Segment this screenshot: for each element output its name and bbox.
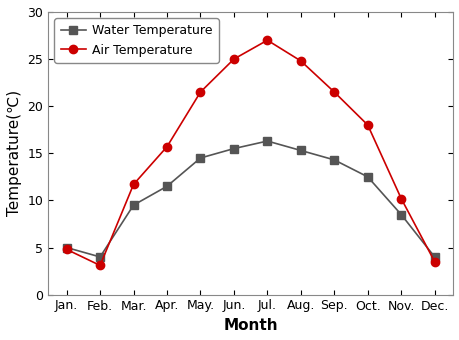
Water Temperature — [130, 203, 136, 207]
Water Temperature — [264, 139, 269, 143]
Air Temperature — [97, 264, 103, 268]
Air Temperature — [164, 144, 169, 149]
Water Temperature — [164, 184, 169, 188]
Line: Air Temperature: Air Temperature — [62, 36, 438, 270]
Air Temperature — [264, 38, 269, 42]
Legend: Water Temperature, Air Temperature: Water Temperature, Air Temperature — [54, 18, 218, 63]
Line: Water Temperature: Water Temperature — [62, 137, 438, 261]
Air Temperature — [364, 123, 369, 127]
Y-axis label: Temperature(℃): Temperature(℃) — [7, 90, 22, 216]
Air Temperature — [397, 197, 403, 201]
Water Temperature — [331, 158, 336, 162]
Air Temperature — [130, 182, 136, 186]
Water Temperature — [231, 147, 236, 151]
Air Temperature — [331, 90, 336, 94]
Water Temperature — [197, 156, 203, 160]
Water Temperature — [364, 175, 369, 179]
Water Temperature — [97, 255, 103, 259]
Air Temperature — [297, 59, 303, 63]
X-axis label: Month: Month — [223, 318, 277, 333]
Air Temperature — [64, 248, 69, 252]
Air Temperature — [197, 90, 203, 94]
Water Temperature — [397, 212, 403, 217]
Water Temperature — [431, 255, 437, 259]
Air Temperature — [431, 260, 437, 264]
Water Temperature — [297, 149, 303, 153]
Water Temperature — [64, 245, 69, 250]
Air Temperature — [231, 57, 236, 61]
